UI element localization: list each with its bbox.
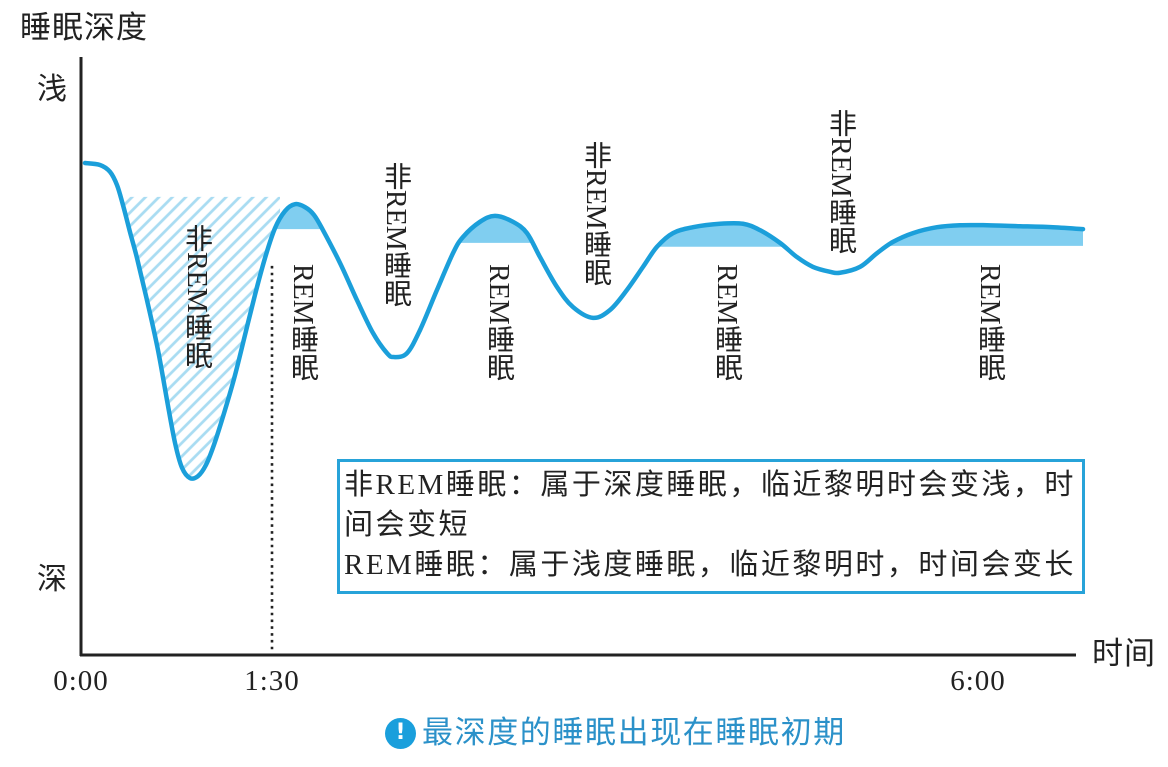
- annotation-nonrem-1: 非REM睡眠: [181, 223, 212, 369]
- legend-line-rem: REM睡眠：属于浅度睡眠，临近黎明时，时间会变长: [344, 549, 1076, 581]
- y-tick-shallow: 浅: [37, 73, 67, 106]
- annotation-rem-3: REM睡眠: [711, 263, 742, 381]
- legend-line-nonrem: 非REM睡眠：属于深度睡眠，临近黎明时会变浅，时: [344, 469, 1076, 501]
- annotation-rem-4: REM睡眠: [974, 263, 1005, 381]
- y-tick-deep: 深: [37, 563, 67, 596]
- rem-fill-area: [886, 225, 1083, 246]
- annotation-rem-1: REM睡眠: [287, 263, 318, 381]
- x-tick-0-00: 0:00: [53, 665, 109, 697]
- caption-text: 最深度的睡眠出现在睡眠初期: [422, 715, 846, 750]
- x-tick-1-30: 1:30: [244, 665, 300, 697]
- legend-line-nonrem-continued: 间会变短: [344, 509, 471, 541]
- annotation-nonrem-3: 非REM睡眠: [580, 140, 611, 286]
- legend-box: 非REM睡眠：属于深度睡眠，临近黎明时会变浅，时 间会变短 REM睡眠：属于浅度…: [337, 459, 1085, 594]
- nonrem-hatched-area: [121, 196, 280, 479]
- sleep-depth-curve: [82, 160, 1086, 481]
- figure-caption: ! 最深度的睡眠出现在睡眠初期: [385, 713, 846, 753]
- x-axis-title: 时间: [1092, 636, 1156, 671]
- annotation-rem-2: REM睡眠: [483, 263, 514, 381]
- x-tick-6-00: 6:00: [950, 665, 1006, 697]
- exclamation-circle-icon: !: [385, 717, 416, 749]
- y-axis-title: 睡眠深度: [20, 10, 148, 45]
- annotation-nonrem-2: 非REM睡眠: [380, 162, 411, 307]
- annotation-nonrem-4: 非REM睡眠: [825, 109, 856, 254]
